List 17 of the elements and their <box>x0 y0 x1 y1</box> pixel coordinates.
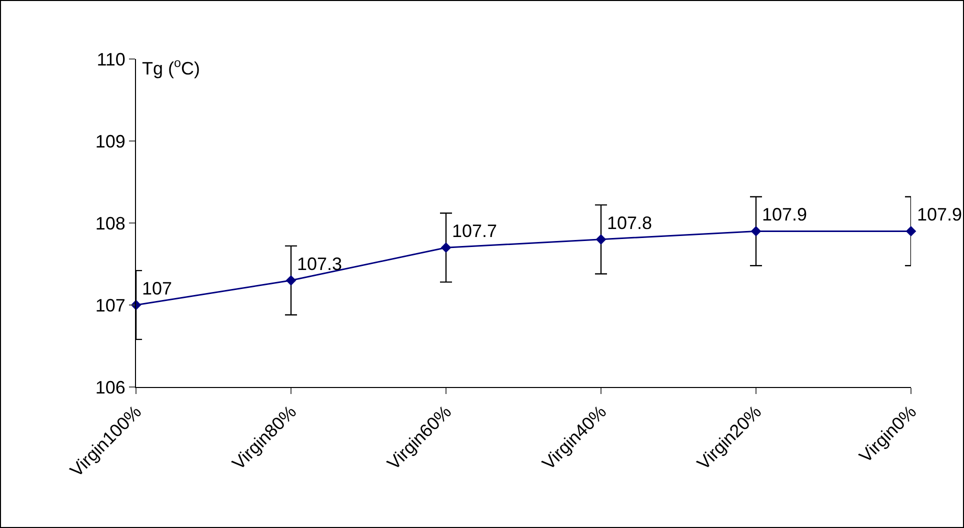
y-tick-label: 106 <box>95 377 126 398</box>
point <box>750 226 762 236</box>
data-label: 107.9 <box>762 204 808 225</box>
point <box>596 234 606 245</box>
y-tick-label: 109 <box>95 131 126 152</box>
data-label: 107.3 <box>297 254 342 274</box>
data-label: 107.8 <box>607 212 652 233</box>
y-tick-label: 107 <box>95 295 126 316</box>
y-tick-label: 108 <box>95 213 126 234</box>
point <box>906 226 916 236</box>
y-tick-label: 110 <box>96 49 126 70</box>
data-label: 107.7 <box>452 221 498 242</box>
point <box>286 275 296 286</box>
data-label: 107 <box>142 278 172 298</box>
y-axis-title: Tg ($^{o}$C) <box>142 56 200 79</box>
data-label: 107.9 <box>916 204 962 225</box>
point <box>440 242 452 253</box>
